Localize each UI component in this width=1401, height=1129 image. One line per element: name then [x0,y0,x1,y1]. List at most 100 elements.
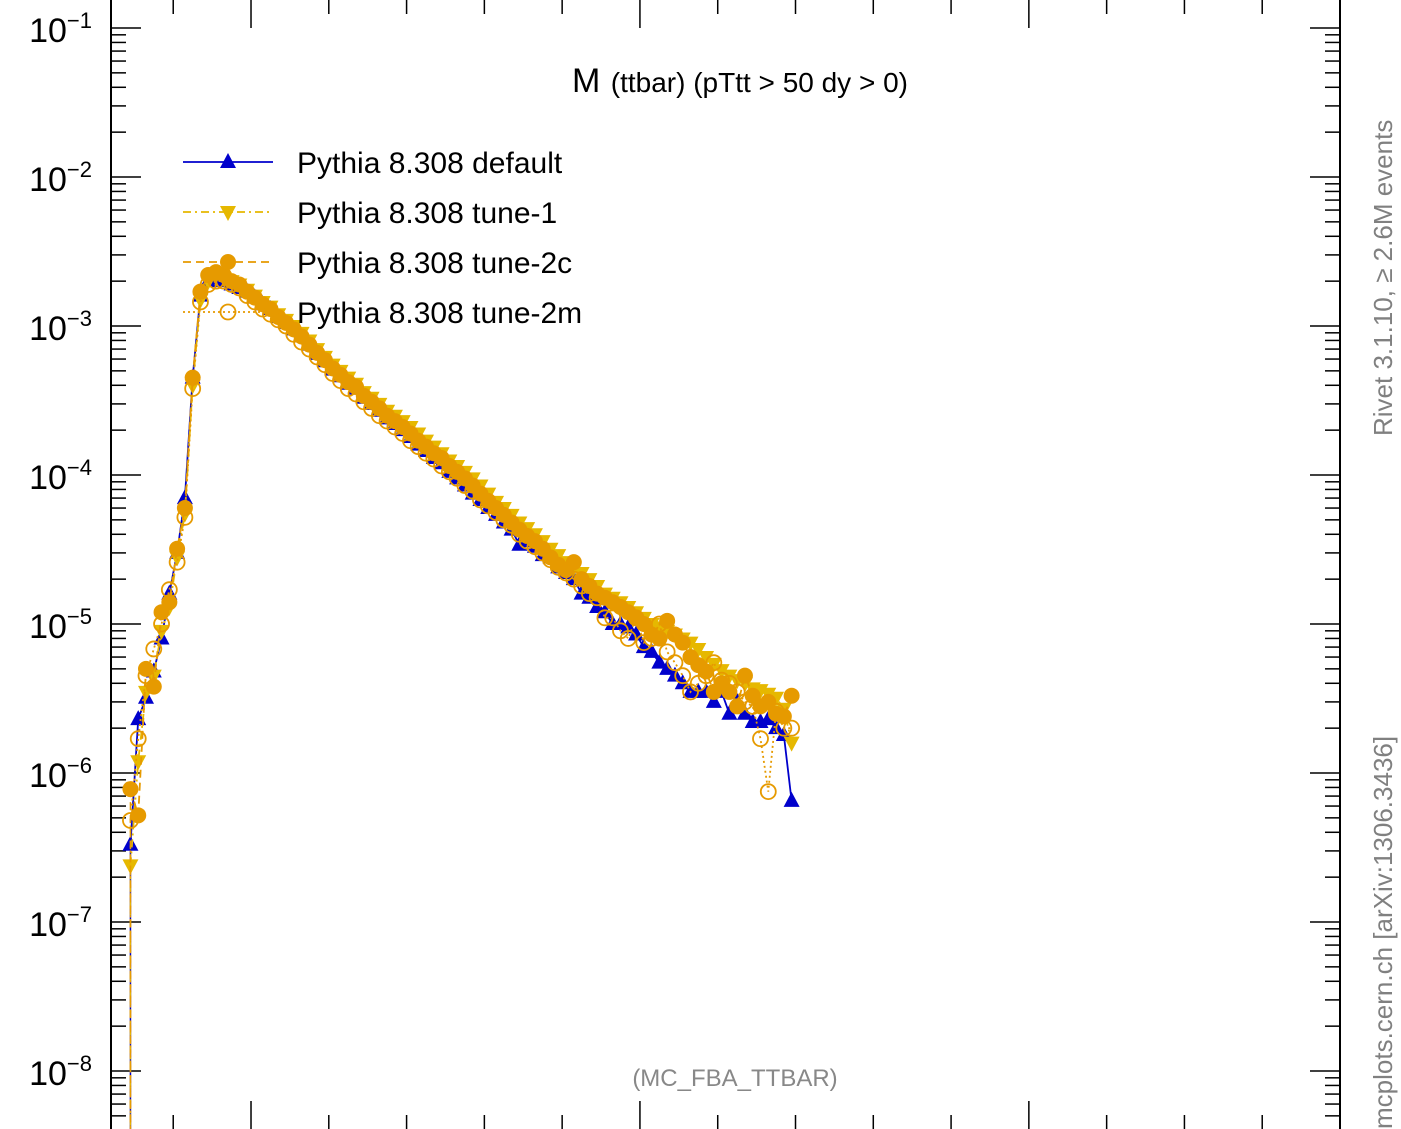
data-point [651,653,668,669]
legend-marker [220,153,236,168]
data-point [160,581,178,599]
data-point [775,719,793,737]
data-point [759,783,777,801]
data-point [643,642,660,658]
data-point [698,651,715,667]
series-0 [122,268,800,1129]
y-tick-label: 10−6 [29,753,92,795]
data-point [713,664,730,680]
data-point [168,553,186,571]
data-point [565,554,582,571]
data-point [199,276,217,293]
y-tick-label: 10−3 [29,306,92,348]
y-tick-labels: 10−110−210−310−410−510−610−710−8 [29,8,92,1093]
data-point [129,730,147,748]
axis-ticks [111,0,1341,1129]
series-1 [122,268,800,1129]
chart-title: M (ttbar) (pTtt > 50 dy > 0) [572,62,908,100]
y-tick-label: 10−2 [29,157,92,199]
data-point [130,807,147,824]
data-point [596,609,614,627]
y-tick-label: 10−7 [29,902,92,944]
data-point [767,702,785,720]
data-point [783,687,800,704]
data-point [658,643,676,661]
data-point [674,634,691,651]
y-tick-base: 10 [29,608,67,646]
data-point [588,589,606,607]
data-point [122,781,139,798]
y-tick-base: 10 [29,12,67,50]
data-point [215,272,233,290]
series-3 [122,272,801,1129]
series-line [129,280,792,821]
data-point [705,654,723,672]
title-main: M [572,62,600,100]
data-point [619,630,637,647]
data-point [161,594,178,611]
side-label-top: Rivet 3.1.10, ≥ 2.6M events [1368,120,1398,436]
y-tick-exponent: −4 [67,455,92,480]
title-sub: (ttbar) (pTtt > 50 dy > 0) [611,67,908,98]
analysis-label: (MC_FBA_TTBAR) [632,1065,837,1092]
data-point [736,704,753,720]
y-tick-base: 10 [29,757,67,795]
data-point [752,730,769,748]
y-tick-exponent: −2 [67,157,92,182]
data-point [690,642,707,658]
y-tick-base: 10 [29,310,67,348]
y-tick-exponent: −1 [67,8,92,33]
axes-frame [110,0,1341,1129]
data-point [705,657,722,673]
y-tick-exponent: −5 [67,604,92,629]
data-point [153,615,170,633]
side-label-bottom: mcplots.cern.ch [arXiv:1306.3436] [1368,736,1398,1129]
data-point [729,698,746,715]
y-tick-label: 10−4 [29,455,92,497]
data-point [760,693,777,710]
y-tick-label: 10−5 [29,604,92,646]
data-point [635,634,653,652]
legend-marker [220,254,236,270]
data-point [783,719,801,737]
y-tick-exponent: −8 [67,1051,92,1076]
data-series [122,264,801,1129]
data-point [627,609,645,627]
data-point [207,272,225,290]
legend-marker [219,303,237,321]
y-tick-label: 10−1 [29,8,92,50]
data-point [643,630,661,647]
legend-label: Pythia 8.308 tune-2m [297,297,582,330]
data-point [192,293,209,311]
data-point [169,540,186,557]
data-point [184,380,202,398]
data-point [122,812,139,829]
data-point [659,659,676,675]
data-point [650,615,668,633]
data-point [137,667,155,685]
y-tick-base: 10 [29,1055,67,1093]
legend: Pythia 8.308 default Pythia 8.308 tune-1 P… [183,147,582,330]
series-line [129,271,793,816]
data-point [580,585,598,602]
data-point [698,663,715,680]
data-point [783,791,800,807]
data-point [783,736,800,752]
data-point [705,692,722,708]
data-point [176,508,194,526]
data-point [130,755,147,771]
data-point [760,710,777,726]
data-point [223,276,240,293]
y-tick-base: 10 [29,906,67,944]
y-tick-exponent: −6 [67,753,92,778]
data-point [176,489,193,505]
data-point [744,697,762,715]
data-point [721,704,738,720]
data-point [666,654,684,672]
data-point [604,609,622,627]
data-point [674,667,692,685]
y-tick-exponent: −7 [67,902,92,927]
data-point [697,667,715,685]
y-tick-base: 10 [29,161,67,199]
